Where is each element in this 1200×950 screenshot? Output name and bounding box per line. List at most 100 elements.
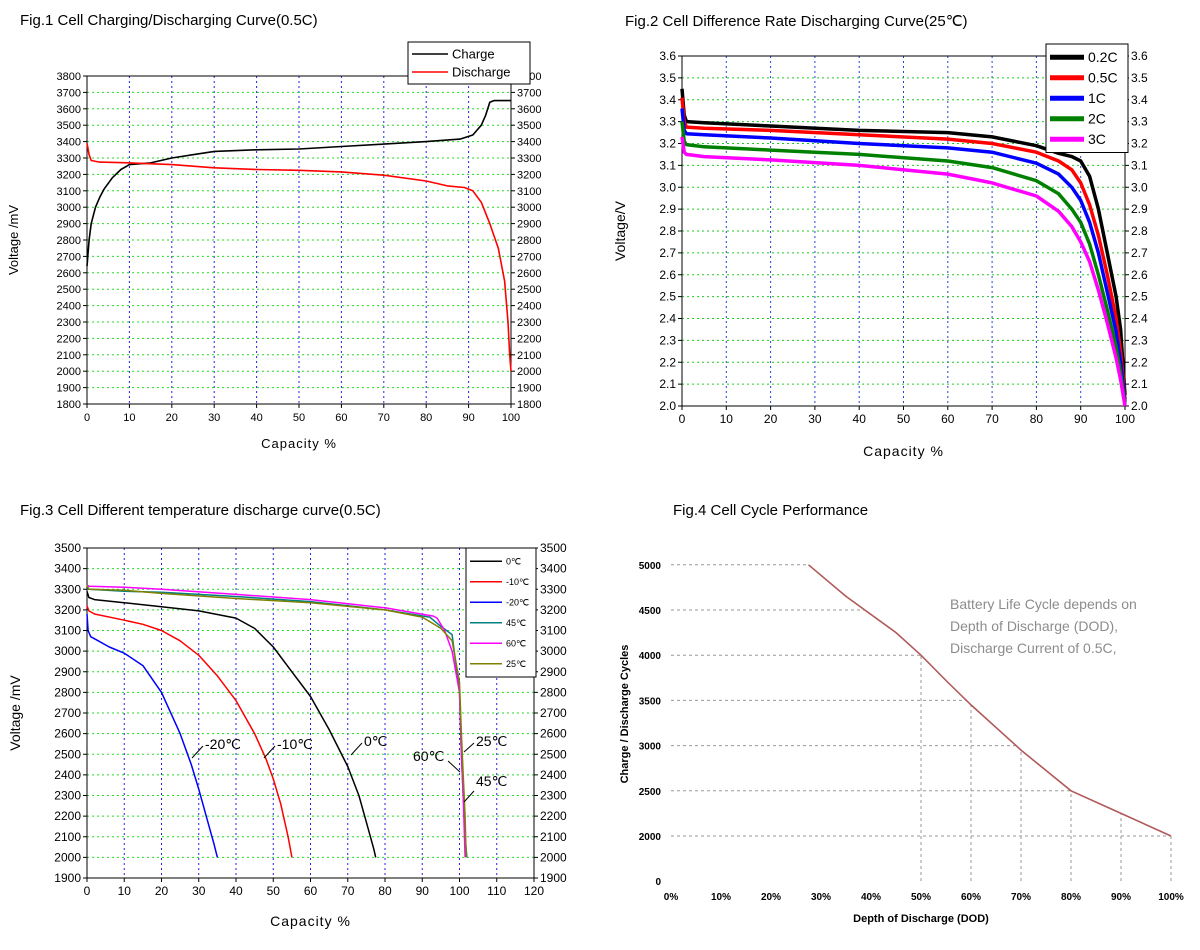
y-tick-label-right: 2800: [540, 685, 567, 699]
legend-entry: 2C: [1088, 111, 1106, 127]
y-axis-label: Charge / Discharge Cycles: [619, 645, 631, 784]
y-tick-label-right: 2200: [540, 809, 567, 823]
y-tick-label-right: 2.9: [1131, 202, 1148, 216]
y-tick-label: 2300: [54, 789, 81, 803]
y-tick-label: 3500: [57, 120, 81, 132]
y-tick-label-right: 3300: [517, 153, 541, 165]
legend-entry: 0℃: [506, 556, 521, 566]
y-tick-label-right: 3000: [517, 202, 541, 214]
annotation-arrow: [350, 742, 363, 756]
y-tick-label: 2000: [57, 366, 81, 378]
x-tick-label: 40: [853, 412, 867, 426]
y-tick-label: 3100: [57, 186, 81, 198]
y-tick-label-right: 3.2: [1131, 137, 1148, 151]
y-tick-label-right: 3700: [517, 87, 541, 99]
legend-entry: -20℃: [506, 597, 529, 607]
x-tick-label: 90: [1074, 412, 1088, 426]
y-tick-label-right: 2400: [517, 301, 541, 313]
y-tick-label-right: 2000: [517, 366, 541, 378]
y-tick-label: 3.6: [659, 49, 676, 63]
x-tick-label: 50%: [911, 892, 931, 903]
y-tick-label-right: 3.1: [1131, 158, 1148, 172]
x-tick-label: 30: [192, 884, 206, 898]
y-tick-label: 3500: [639, 696, 662, 707]
y-tick-label: 2400: [54, 768, 81, 782]
annotation-text: Depth of Discharge (DOD),: [950, 618, 1118, 634]
x-tick-label: 100%: [1158, 892, 1184, 903]
legend-box: [465, 547, 537, 678]
x-tick-label: 100: [1115, 412, 1135, 426]
y-tick-label: 2500: [639, 787, 662, 798]
y-tick-label: 3400: [54, 562, 81, 576]
y-tick-label: 0: [655, 877, 661, 888]
y-tick-label: 3600: [57, 104, 81, 116]
series-line: [680, 121, 1127, 405]
x-tick-label: 50: [897, 412, 911, 426]
x-tick-label: 60: [304, 884, 318, 898]
y-tick-label-right: 2400: [540, 768, 567, 782]
annotation-label: 60℃: [413, 748, 444, 764]
y-tick-label: 2500: [57, 284, 81, 296]
y-tick-label-right: 2.4: [1131, 312, 1148, 326]
x-axis-label: Capacity %: [863, 443, 944, 459]
y-tick-label: 2000: [54, 850, 81, 864]
y-tick-label: 3000: [54, 644, 81, 658]
y-tick-label-right: 2.8: [1131, 224, 1148, 238]
fig3-title: Fig.3 Cell Different temperature dischar…: [20, 502, 381, 519]
y-tick-label: 2800: [57, 235, 81, 247]
series-line: [86, 143, 512, 372]
fig3-panel: Fig.3 Cell Different temperature dischar…: [0, 490, 600, 950]
legend-entry: 25℃: [506, 659, 526, 669]
x-tick-label: 20: [166, 412, 178, 424]
x-tick-label: 30: [208, 412, 220, 424]
x-tick-label: 80: [420, 412, 432, 424]
x-tick-label: 100: [502, 412, 520, 424]
y-tick-label: 2900: [57, 219, 81, 231]
x-tick-label: 40: [250, 412, 262, 424]
annotation-label: 45℃: [476, 773, 507, 789]
y-tick-label: 2900: [54, 665, 81, 679]
y-tick-label: 2800: [54, 685, 81, 699]
y-tick-label: 3000: [639, 742, 662, 753]
y-tick-label: 4500: [639, 606, 662, 617]
y-tick-label-right: 3300: [540, 582, 567, 596]
y-tick-label: 3400: [57, 137, 81, 149]
annotation-arrow: [463, 742, 475, 753]
legend-entry: 45℃: [506, 618, 526, 628]
fig4-title: Fig.4 Cell Cycle Performance: [673, 502, 869, 519]
y-tick-label: 2.2: [659, 355, 676, 369]
x-tick-label: 50: [267, 884, 281, 898]
y-tick-label: 2.9: [659, 202, 676, 216]
legend-entry: 0.5C: [1088, 70, 1118, 86]
y-tick-label: 2000: [639, 832, 662, 843]
fig4-panel: Fig.4 Cell Cycle Performance 0 2000 2500 30…: [600, 490, 1200, 950]
y-tick-label: 2200: [57, 333, 81, 345]
y-tick-label-right: 3100: [540, 624, 567, 638]
legend-entry: Charge: [452, 47, 495, 62]
y-tick-label: 3.1: [659, 158, 676, 172]
y-tick-label-right: 3.4: [1131, 93, 1148, 107]
y-tick-label: 1800: [57, 399, 81, 411]
x-tick-label: 30%: [811, 892, 831, 903]
x-tick-label: 70: [378, 412, 390, 424]
fig4-chart: 0 2000 2500 3000 3500 4000 4500 5000 0% 10% 20% 30%…: [619, 561, 1184, 925]
y-tick-label: 3.4: [659, 93, 676, 107]
series-line: [86, 591, 377, 858]
y-tick-label: 2.3: [659, 333, 676, 347]
y-tick-label: 3200: [54, 603, 81, 617]
series-line: [86, 99, 511, 267]
y-tick-label: 2.5: [659, 290, 676, 304]
y-tick-label-right: 2.1: [1131, 377, 1148, 391]
x-tick-label: 70: [341, 884, 355, 898]
y-tick-label-right: 1900: [517, 383, 541, 395]
y-tick-label-right: 2500: [517, 284, 541, 296]
x-tick-label: 100: [449, 884, 469, 898]
y-tick-label: 2100: [57, 350, 81, 362]
y-tick-label: 1900: [54, 871, 81, 885]
x-tick-label: 120: [524, 884, 544, 898]
series-line: [680, 108, 1127, 402]
x-tick-label: 60: [335, 412, 347, 424]
y-tick-label-right: 2700: [540, 706, 567, 720]
